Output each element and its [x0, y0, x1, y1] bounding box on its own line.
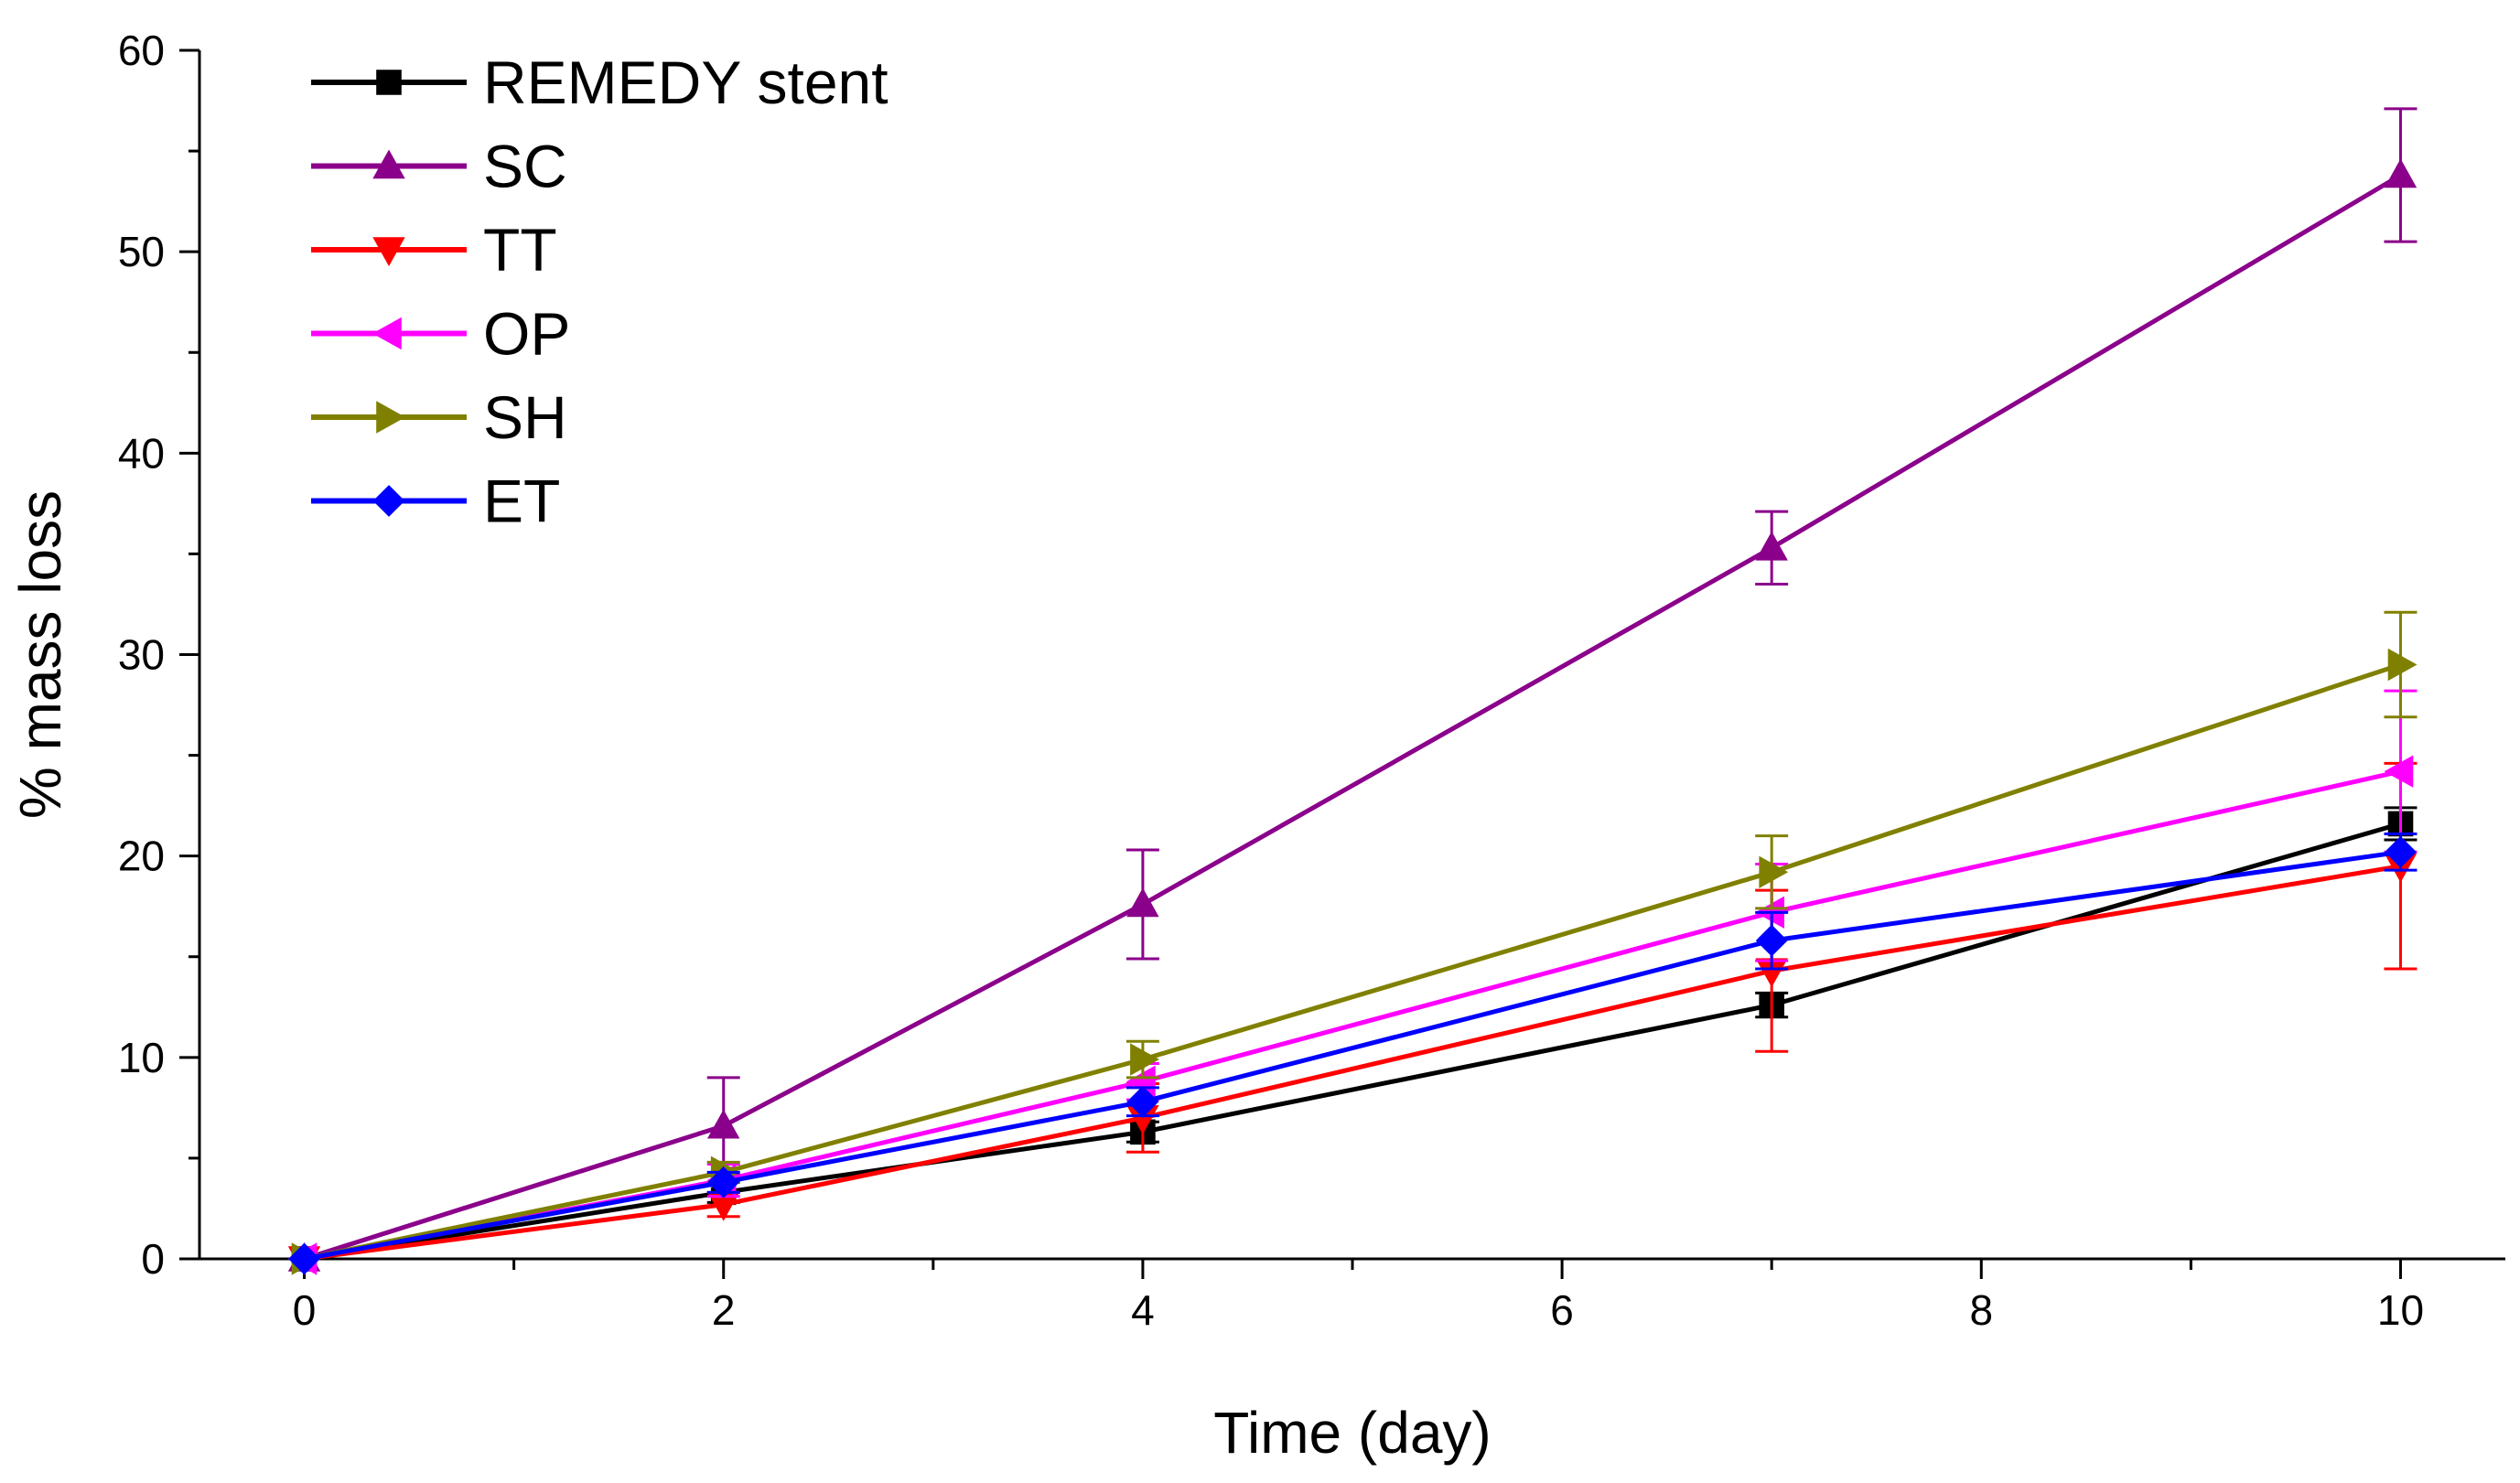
legend-label: OP	[483, 300, 570, 368]
legend-label: SH	[483, 383, 567, 451]
data-point	[1755, 531, 1788, 561]
series-op	[287, 689, 2418, 1275]
data-point	[707, 1109, 740, 1139]
data-point	[1126, 887, 1159, 918]
x-tick-label: 2	[712, 1286, 736, 1334]
legend-entry: SC	[311, 133, 567, 200]
legend-marker	[372, 485, 405, 517]
y-tick-label: 40	[118, 429, 165, 477]
legend-label: ET	[483, 467, 560, 535]
x-tick-label: 8	[1969, 1286, 1993, 1334]
y-tick-label: 60	[118, 27, 165, 74]
legend-entry: TT	[311, 216, 557, 284]
series-et	[288, 832, 2418, 1275]
data-point	[2385, 835, 2417, 868]
series-group	[287, 107, 2418, 1276]
x-axis-title: Time (day)	[1213, 1400, 1491, 1466]
y-tick-label: 30	[118, 631, 165, 679]
legend-entry: OP	[311, 300, 570, 368]
legend-marker	[372, 149, 405, 179]
series-line	[303, 662, 2402, 1262]
legend-label: REMEDY stent	[483, 48, 888, 116]
y-tick-label: 20	[118, 833, 165, 880]
legend-marker	[372, 237, 405, 267]
y-tick-label: 0	[141, 1235, 165, 1283]
legend-entry: SH	[311, 383, 567, 451]
x-tick-label: 10	[2377, 1286, 2424, 1334]
data-point	[1755, 924, 1788, 957]
data-point	[2384, 755, 2414, 788]
legend-label: SC	[483, 133, 567, 200]
ticks: 0 2 4 6 8 10 0 10 20 30 40 50 60	[118, 27, 2424, 1334]
series-sh	[291, 610, 2418, 1275]
legend-entry: REMEDY stent	[311, 48, 888, 116]
legend-marker	[372, 317, 402, 350]
legend-marker	[376, 70, 402, 95]
series-sc	[287, 107, 2418, 1272]
y-axis-title: % mass loss	[7, 490, 73, 819]
data-point	[2387, 648, 2418, 682]
data-point	[288, 1242, 320, 1275]
y-tick-label: 10	[118, 1034, 165, 1081]
legend-label: TT	[483, 216, 557, 284]
x-tick-label: 4	[1131, 1286, 1155, 1334]
legend-entry: ET	[311, 467, 560, 535]
series-line	[304, 768, 2402, 1262]
data-point	[707, 1166, 740, 1198]
data-point	[1759, 855, 1789, 888]
x-tick-label: 0	[293, 1286, 317, 1334]
legend-marker	[376, 401, 406, 434]
legend: REMEDY stent SC TT OP SH ET	[311, 48, 888, 535]
data-point	[1126, 1085, 1159, 1118]
y-tick-label: 50	[118, 228, 165, 275]
x-tick-label: 6	[1550, 1286, 1574, 1334]
series-line	[303, 173, 2402, 1262]
data-point	[1130, 1043, 1159, 1076]
data-point	[2384, 158, 2418, 188]
